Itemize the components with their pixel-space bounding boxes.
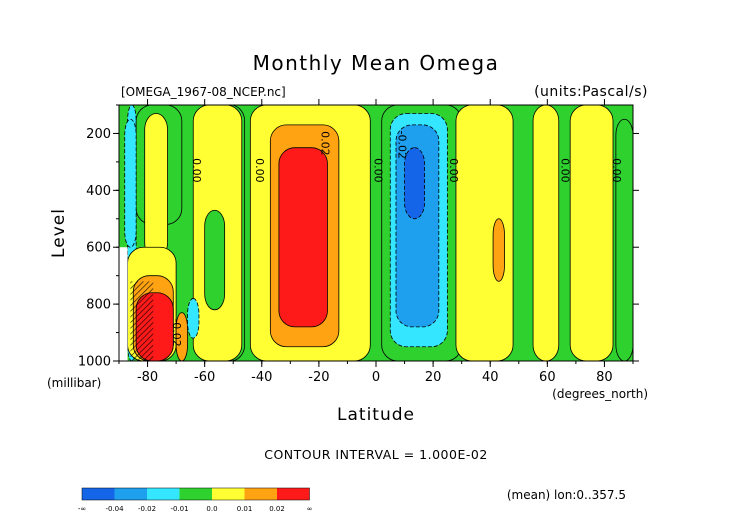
- y-tick-label: 800: [86, 298, 111, 313]
- contour-region: [187, 298, 200, 339]
- x-tick-label: -40: [251, 370, 272, 385]
- y-tick-label: 600: [86, 241, 111, 256]
- chart-title: Monthly Mean Omega: [253, 51, 500, 75]
- y-axis-label: Level: [49, 208, 69, 258]
- legend-label: 0.02: [269, 505, 285, 513]
- contour-region: [492, 218, 505, 282]
- plot-area: 0.00 0.00 0.02 0.00 -0.02 0.00 0.00 0.00 -0.02: [118, 104, 634, 362]
- legend-label: 0.01: [237, 505, 253, 513]
- file-label: [OMEGA_1967-08_NCEP.nc]: [121, 85, 286, 99]
- x-tick-label: 60: [539, 370, 556, 385]
- contour-region: [404, 147, 425, 220]
- legend-swatch: [244, 488, 277, 500]
- x-tick-label: 80: [596, 370, 613, 385]
- x-tick-label: 0: [372, 370, 380, 385]
- footer-note: (mean) lon:0..357.5: [507, 488, 626, 502]
- x-tick-label: 20: [425, 370, 442, 385]
- legend-swatch: [212, 488, 245, 500]
- hatched-region: [130, 281, 154, 361]
- contour-region: [569, 105, 614, 361]
- x-tick-label: -20: [308, 370, 329, 385]
- units-label: (units:Pascal/s): [534, 84, 648, 100]
- x-tick-label: -60: [194, 370, 215, 385]
- legend-label: -0.02: [138, 505, 156, 513]
- x-tick-label: -80: [137, 370, 158, 385]
- contour-label: 0.00: [253, 158, 266, 183]
- legend-swatch: [277, 488, 310, 500]
- contour-label: -0.02: [170, 318, 183, 346]
- contour-label: 0.00: [190, 158, 203, 183]
- contour-region: [455, 105, 514, 361]
- legend-swatch: [147, 488, 180, 500]
- legend-label: ∞: [307, 505, 313, 513]
- contour-region: [124, 118, 137, 248]
- legend-label: -∞: [78, 505, 86, 513]
- x-axis-label: Latitude: [337, 405, 415, 425]
- contour-label: 0.00: [610, 158, 623, 183]
- contour-label: 0.00: [558, 158, 571, 183]
- color-legend: -∞ -0.04 -0.02 -0.01 0.0 0.01 0.02 ∞: [78, 487, 313, 513]
- missing-data-region: [119, 247, 128, 361]
- legend-frame: [81, 487, 310, 501]
- y-axis-units: (millibar): [47, 376, 101, 390]
- y-tick-label: 400: [86, 184, 111, 199]
- contour-interval: CONTOUR INTERVAL = 1.000E-02: [264, 447, 488, 462]
- contour-label: -0.02: [396, 131, 409, 159]
- legend-swatch: [82, 488, 115, 500]
- legend-label: -0.01: [170, 505, 188, 513]
- legend-label: -0.04: [105, 505, 124, 513]
- contour-label: 0.00: [447, 158, 460, 183]
- contour-region: [532, 105, 560, 361]
- contour-region: [615, 118, 633, 361]
- legend-label: 0.0: [206, 505, 217, 513]
- legend-swatch: [114, 488, 147, 500]
- x-tick-label: 40: [482, 370, 499, 385]
- contour-region: [204, 209, 226, 311]
- x-axis-units: (degrees_north): [552, 387, 648, 401]
- contour-region: [278, 147, 328, 328]
- y-tick-label: 1000: [78, 355, 111, 370]
- contour-region: [144, 113, 168, 259]
- y-tick-label: 200: [86, 127, 111, 142]
- contour-label: 0.02: [319, 131, 332, 156]
- contour-label: 0.00: [371, 158, 384, 183]
- legend-swatch: [179, 488, 212, 500]
